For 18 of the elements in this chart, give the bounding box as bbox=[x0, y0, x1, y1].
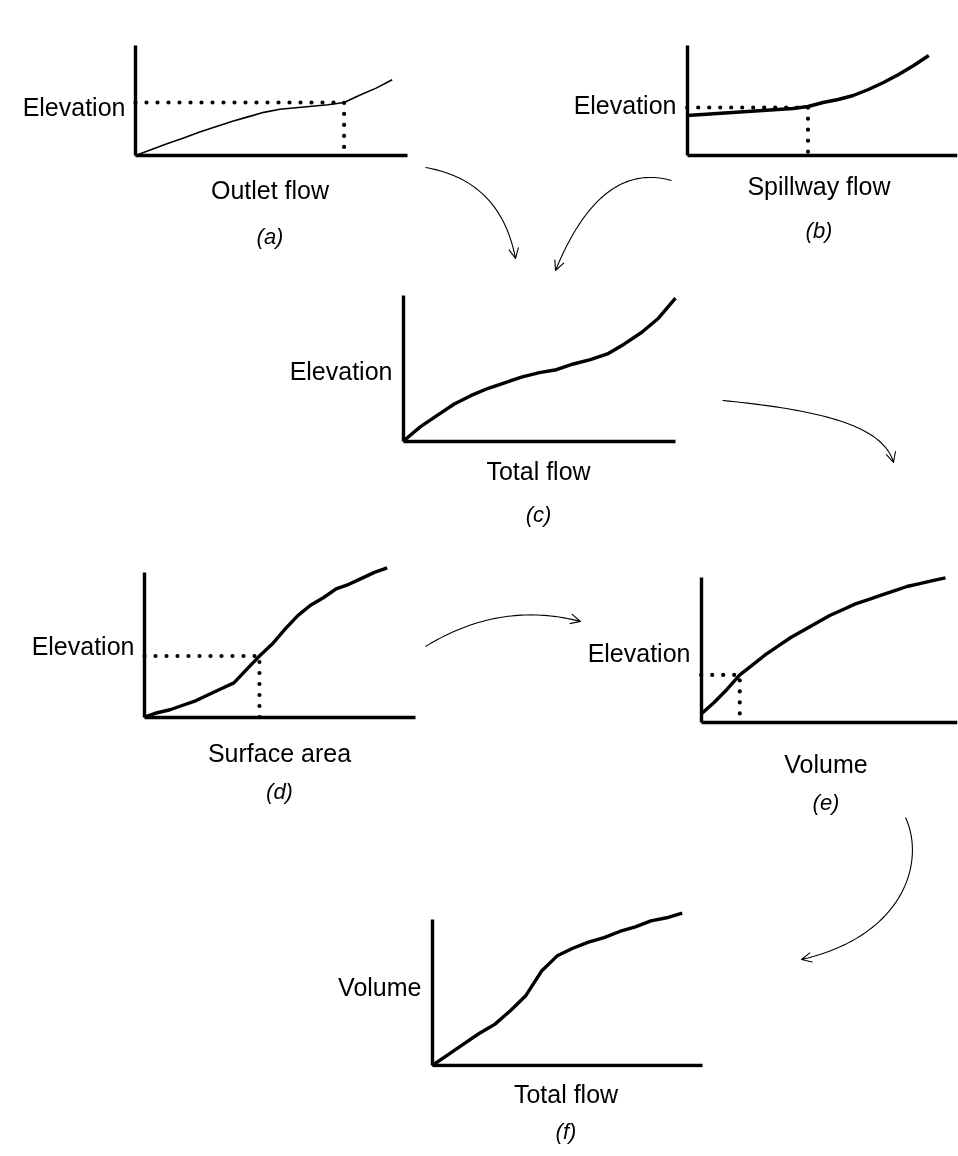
x-axis-title: Outlet flow bbox=[210, 175, 330, 204]
text: (f) bbox=[555, 1118, 577, 1144]
text: (b) bbox=[805, 218, 833, 243]
x-axis-title: Spillway flow bbox=[747, 171, 892, 200]
x-axis-title: Total flow bbox=[513, 1079, 620, 1108]
y-axis-title: Elevation bbox=[289, 356, 393, 385]
y-axis-title: Elevation bbox=[22, 93, 126, 121]
text: (c) bbox=[525, 501, 552, 527]
x-axis-title: Surface area bbox=[207, 738, 352, 767]
y-axis-title: Elevation bbox=[573, 90, 677, 119]
x-axis-title: Total flow bbox=[486, 456, 592, 485]
text: (e) bbox=[812, 789, 840, 815]
y-axis-title: Volume bbox=[338, 972, 422, 1001]
text: (d) bbox=[266, 779, 293, 804]
y-axis-title: Elevation bbox=[587, 639, 691, 667]
y-axis-title: Elevation bbox=[31, 631, 135, 660]
text: (a) bbox=[256, 223, 284, 249]
x-axis-title: Volume bbox=[784, 749, 868, 778]
